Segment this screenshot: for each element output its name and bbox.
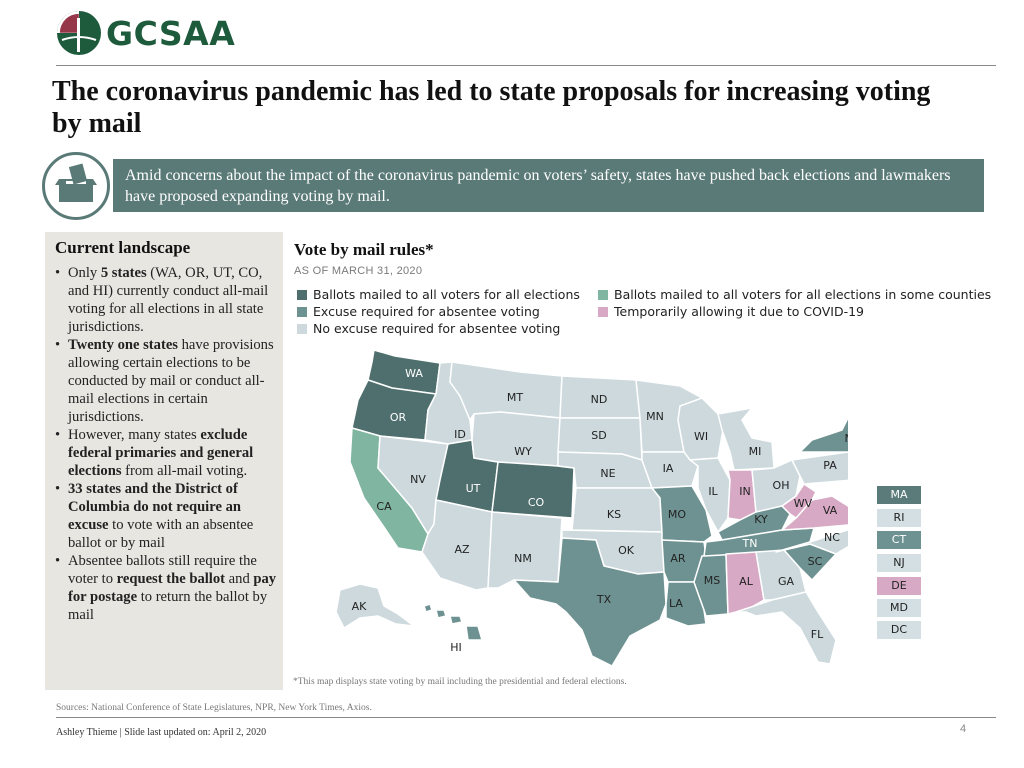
state-TN [703, 527, 815, 557]
panel-heading: Current landscape [55, 238, 191, 257]
legend-excuse: Excuse required for absentee voting [297, 304, 540, 319]
map-date: AS OF MARCH 31, 2020 [294, 265, 423, 277]
landscape-bullet: Only 5 states (WA, OR, UT, CO, and HI) c… [55, 264, 277, 336]
label-AR: AR [670, 552, 686, 565]
sources-note: Sources: National Conference of State Le… [56, 703, 372, 713]
label-MO: MO [668, 508, 686, 521]
legend-swatch [297, 290, 307, 300]
label-CA: CA [376, 500, 392, 513]
label-WY: WY [514, 445, 532, 458]
small-state-NJ: NJ [877, 554, 921, 572]
label-KS: KS [607, 508, 621, 521]
label-FL: FL [811, 628, 824, 641]
state-TX [513, 537, 667, 667]
label-MS: MS [704, 574, 720, 587]
page-number: 4 [960, 723, 967, 735]
small-state-RI: RI [877, 509, 921, 527]
label-VA: VA [823, 504, 838, 517]
state-MI [717, 407, 775, 471]
label-TN: TN [742, 537, 758, 550]
label-WI: WI [694, 430, 708, 443]
legend-covid: Temporarily allowing it due to COVID-19 [598, 304, 864, 319]
map-footnote: *This map displays state voting by mail … [293, 677, 627, 687]
small-state-DC: DC [877, 621, 921, 639]
label-PA: PA [823, 459, 837, 472]
us-vote-by-mail-map: WA OR CA ID NV UT AZ MT WY CO NM ND SD N… [335, 349, 848, 667]
label-WV: WV [794, 497, 813, 510]
label-MT: MT [507, 391, 523, 404]
label-SC: SC [808, 555, 823, 568]
label-MN: MN [646, 410, 664, 423]
label-WA: WA [405, 367, 423, 380]
label-IL: IL [708, 485, 718, 498]
label-KY: KY [754, 513, 768, 526]
summary-banner: Amid concerns about the impact of the co… [113, 159, 984, 212]
golf-flag-logo-icon [57, 11, 101, 55]
label-OK: OK [618, 544, 635, 557]
map-title: Vote by mail rules* [294, 240, 434, 259]
state-HI-1 [423, 603, 433, 613]
legend-counties: Ballots mailed to all voters for all ele… [598, 287, 991, 302]
legend-swatch [297, 324, 307, 334]
label-ID: ID [454, 428, 466, 441]
state-NM [487, 511, 563, 589]
page-title: The coronavirus pandemic has led to stat… [52, 76, 931, 139]
label-AK: AK [352, 600, 368, 613]
current-landscape-panel: Current landscape Only 5 states (WA, OR,… [45, 232, 283, 690]
label-OR: OR [390, 411, 407, 424]
label-MI: MI [749, 445, 762, 458]
state-WI [677, 397, 725, 461]
landscape-bullets: Only 5 states (WA, OR, UT, CO, and HI) c… [55, 264, 277, 624]
legend-noexcuse: No excuse required for absentee voting [297, 321, 560, 336]
logo-text: GCSAA [106, 14, 236, 53]
footer-author: Ashley Thieme | Slide last updated on: A… [56, 727, 267, 738]
legend-swatch [598, 307, 608, 317]
banner-text: Amid concerns about the impact of the co… [125, 167, 951, 205]
ballot-box-icon [42, 152, 110, 220]
state-NY [799, 416, 848, 453]
label-NV: NV [410, 473, 426, 486]
small-state-DE: DE [877, 577, 921, 595]
landscape-bullet: Absentee ballots still require the voter… [55, 552, 277, 624]
landscape-bullet: 33 states and the District of Columbia d… [55, 480, 277, 552]
label-IN: IN [739, 485, 750, 498]
gcsaa-logo: GCSAA [56, 10, 256, 58]
state-WV [781, 483, 817, 519]
header-divider [56, 65, 996, 66]
state-HI-2 [435, 609, 447, 619]
label-IA: IA [663, 462, 674, 475]
label-LA: LA [669, 597, 683, 610]
state-PA [791, 451, 848, 485]
label-CO: CO [528, 496, 545, 509]
label-NY: NY [845, 432, 848, 445]
label-NM: NM [514, 552, 532, 565]
legend-swatch [598, 290, 608, 300]
label-GA: GA [778, 575, 795, 588]
small-state-MA: MA [877, 486, 921, 504]
state-FL [735, 591, 837, 665]
label-UT: UT [466, 482, 481, 495]
landscape-bullet: Twenty one states have provisions allowi… [55, 336, 277, 426]
state-NC [775, 529, 848, 555]
landscape-bullet: However, many states exclude federal pri… [55, 426, 277, 480]
label-HI: HI [450, 641, 462, 654]
label-AZ: AZ [454, 543, 470, 556]
legend-all: Ballots mailed to all voters for all ele… [297, 287, 580, 302]
label-OH: OH [773, 479, 790, 492]
label-SD: SD [591, 429, 606, 442]
label-NE: NE [600, 467, 615, 480]
state-OH [751, 459, 801, 513]
label-ND: ND [591, 393, 608, 406]
label-TX: TX [596, 593, 612, 606]
label-AL: AL [739, 575, 754, 588]
state-AK [335, 583, 415, 629]
label-NC: NC [824, 531, 840, 544]
state-CO [491, 461, 575, 519]
state-HI-3 [449, 615, 463, 625]
legend-swatch [297, 307, 307, 317]
footer-divider [56, 717, 996, 718]
small-state-MD: MD [877, 599, 921, 617]
small-state-CT: CT [877, 531, 921, 549]
state-HI-4 [465, 625, 483, 641]
